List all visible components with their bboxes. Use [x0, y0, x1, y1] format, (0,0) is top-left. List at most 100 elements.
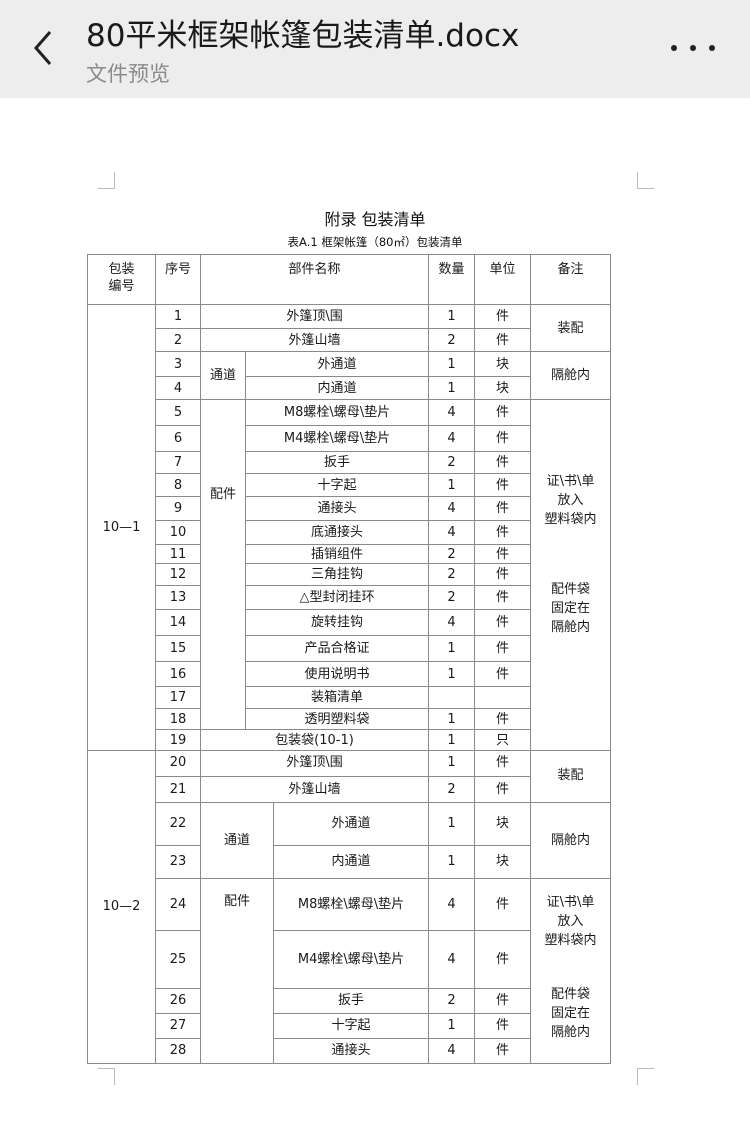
unit-cell: 件	[474, 987, 532, 1014]
unit-cell: 件	[474, 609, 532, 636]
back-button[interactable]	[28, 28, 64, 68]
remark-block: 证\书\单 放入 塑料袋内	[544, 474, 597, 527]
top-bar: 80平米框架帐篷包装清单.docx 文件预览	[0, 0, 750, 98]
qty-cell: 4	[428, 877, 476, 931]
chevron-left-icon	[34, 31, 52, 65]
seq-cell: 2	[155, 328, 201, 352]
unit-cell: 件	[474, 544, 532, 564]
qty-cell: 1	[428, 473, 476, 497]
unit-cell: 块	[474, 351, 532, 377]
header-unit: 单位	[474, 254, 532, 305]
table-row: 25 M4螺栓\螺母\垫片 4 件	[88, 929, 611, 989]
qty-cell: 2	[428, 328, 476, 352]
part-name-cell: 十字起	[272, 1012, 430, 1039]
seq-cell: 28	[155, 1037, 201, 1064]
category-cell: 通道	[200, 801, 274, 879]
header-package-code: 包装 编号	[87, 254, 156, 305]
table-row: 27 十字起 1 件	[88, 1012, 611, 1039]
part-name-cell: 插销组件	[244, 544, 430, 564]
qty-cell: 1	[428, 750, 476, 777]
qty-cell: 4	[428, 496, 476, 521]
table-row: 15 产品合格证 1 件	[88, 635, 611, 662]
seq-cell: 20	[155, 750, 201, 777]
table-header-row: 包装 编号 序号 部件名称 数量 单位 备注	[87, 254, 612, 305]
qty-cell: 4	[428, 399, 476, 426]
qty-cell: 4	[428, 1037, 476, 1064]
header-seq: 序号	[155, 254, 201, 305]
unit-cell: 件	[474, 661, 532, 687]
more-button[interactable]	[668, 36, 718, 60]
qty-cell: 2	[428, 451, 476, 474]
unit-cell: 件	[474, 1037, 532, 1064]
part-name-cell: 包装袋(10-1)	[199, 729, 430, 751]
part-name-cell: 通接头	[244, 496, 430, 521]
file-subtitle: 文件预览	[86, 62, 170, 86]
seq-cell: 14	[155, 609, 201, 636]
unit-cell: 件	[474, 929, 532, 989]
part-name-cell: 外篷顶\围	[199, 750, 430, 777]
unit-cell: 块	[474, 376, 532, 400]
part-name-cell: 十字起	[244, 473, 430, 497]
page-corner-mark	[637, 172, 654, 189]
qty-cell: 2	[428, 775, 476, 803]
part-name-cell: 底通接头	[244, 520, 430, 545]
unit-cell: 件	[474, 1012, 532, 1039]
table-row: 24 配件 M8螺栓\螺母\垫片 4 件证\书\单 放入 塑料袋内 配件袋 固定在 隔舱内	[88, 877, 612, 1064]
table-row: 11 插销组件 2 件	[88, 544, 611, 564]
unit-cell: 件	[474, 425, 532, 452]
unit-cell: 只	[474, 729, 532, 751]
table-caption: 表A.1 框架帐篷（80㎡）包装清单	[287, 235, 463, 249]
seq-cell: 17	[155, 686, 201, 709]
part-name-cell: 外篷山墙	[199, 775, 430, 803]
table-row: 19 包装袋(10-1) 1 只	[88, 729, 611, 751]
remark-cell: 隔舱内	[530, 801, 612, 879]
table-row: 23 内通道 1 块	[88, 844, 611, 879]
seq-cell: 5	[155, 399, 201, 426]
table-row: 5 配件 M8螺栓\螺母\垫片 4 件证\书\单 放入 塑料袋内 配件袋 固定在 隔舱内	[88, 399, 612, 751]
remark-cell: 证\书\单 放入 塑料袋内 配件袋 固定在 隔舱内	[530, 399, 612, 751]
part-name-cell: △型封闭挂环	[244, 585, 430, 610]
seq-cell: 1	[155, 304, 201, 329]
part-name-cell: 三角挂钩	[244, 563, 430, 586]
unit-cell: 件	[474, 328, 532, 352]
packing-list-table-part-2: 10—2 20 外篷顶\围 1 件装配 21 外篷山墙 2 件 22 通道 外通道 1 块隔舱内 23 内通道…	[87, 750, 612, 1064]
seq-cell: 13	[155, 585, 201, 610]
seq-cell: 25	[155, 929, 201, 989]
package-code: 10—1	[87, 304, 156, 751]
part-name-cell: 使用说明书	[244, 661, 430, 687]
part-name-cell: 内通道	[244, 376, 430, 400]
table-row: 28 通接头 4 件	[88, 1037, 611, 1064]
qty-cell: 1	[428, 844, 476, 879]
table-row: 8 十字起 1 件	[88, 473, 611, 497]
remark-block: 配件袋 固定在 隔舱内	[551, 582, 591, 635]
unit-cell: 件	[474, 563, 532, 586]
unit-cell: 件	[474, 496, 532, 521]
part-name-cell: M4螺栓\螺母\垫片	[244, 425, 430, 452]
qty-cell: 2	[428, 987, 476, 1014]
qty-cell: 4	[428, 609, 476, 636]
seq-cell: 10	[155, 520, 201, 545]
qty-cell: 4	[428, 425, 476, 452]
seq-cell: 19	[155, 729, 201, 751]
table-row: 10 底通接头 4 件	[88, 520, 611, 545]
seq-cell: 21	[155, 775, 201, 803]
table-row: 3 通道 外通道 1 块隔舱内	[88, 351, 612, 400]
part-name-cell: 外通道	[272, 801, 430, 846]
table-row: 6 M4螺栓\螺母\垫片 4 件	[88, 425, 611, 452]
table-row: 14 旋转挂钩 4 件	[88, 609, 611, 636]
unit-cell: 件	[474, 304, 532, 329]
unit-cell: 件	[474, 473, 532, 497]
qty-cell: 2	[428, 585, 476, 610]
page-corner-mark	[98, 1068, 115, 1085]
unit-cell	[474, 686, 532, 709]
seq-cell: 22	[155, 801, 201, 846]
qty-cell	[428, 686, 476, 709]
remark-block: 装配	[557, 320, 584, 336]
qty-cell: 1	[428, 304, 476, 329]
unit-cell: 件	[474, 399, 532, 426]
remark-cell: 装配	[530, 304, 612, 352]
packing-list-table-part-1: 包装 编号 序号 部件名称 数量 单位 备注 10—1 1 外篷顶\围 1 件装配 2 外篷山墙 2 件 3 通…	[87, 254, 612, 751]
qty-cell: 1	[428, 729, 476, 751]
remark-block: 证\书\单 放入 塑料袋内	[544, 894, 597, 948]
document-heading: 附录 包装清单	[324, 210, 426, 229]
